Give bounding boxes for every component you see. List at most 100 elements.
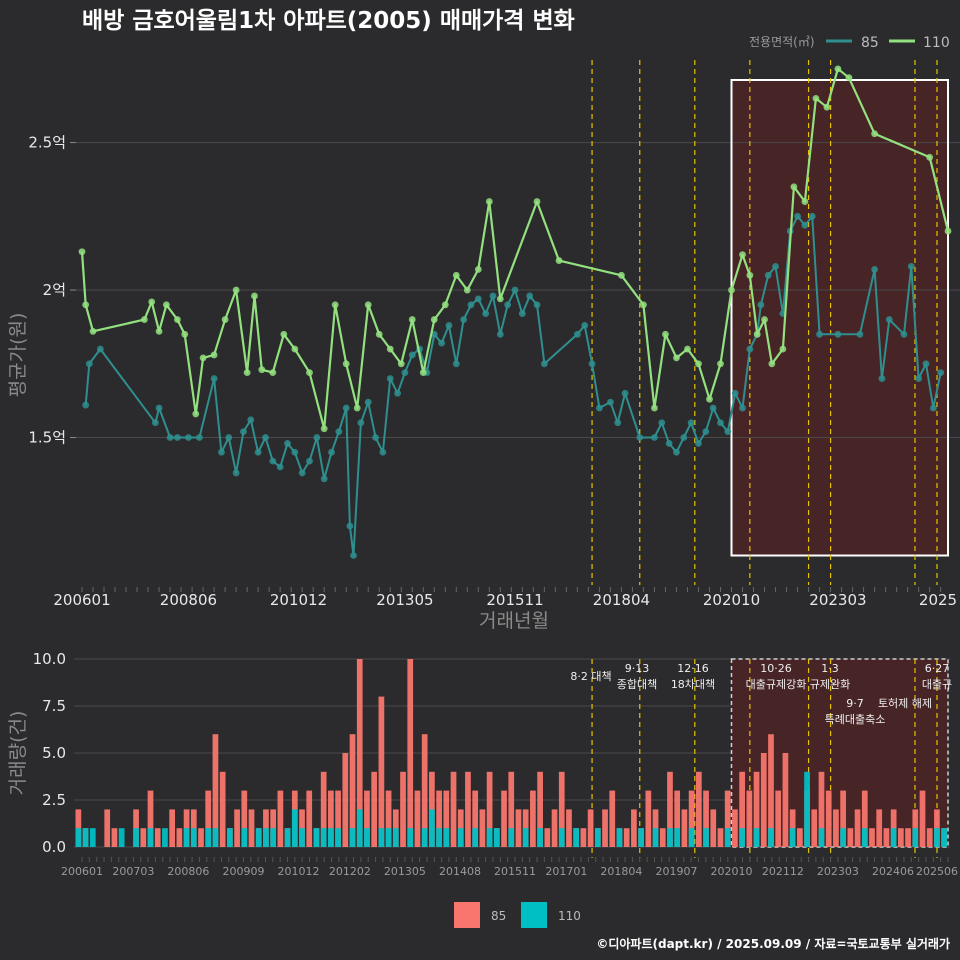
data-point-85 (504, 301, 512, 309)
legend-bottom-swatch-85 (454, 902, 480, 928)
x-tick-label: 201804 (593, 591, 650, 609)
bar-85 (320, 771, 327, 847)
x-tick-label: 201511 (494, 865, 536, 878)
policy-label: 9·7 (846, 697, 864, 710)
bar-110 (241, 828, 248, 847)
bar-85 (544, 828, 551, 847)
bar-85 (176, 828, 183, 847)
bar-110 (82, 828, 89, 847)
bar-110 (522, 828, 529, 847)
x-tick-label: 200909 (222, 865, 264, 878)
bar-110 (356, 809, 363, 847)
legend-label-110: 110 (923, 35, 950, 51)
bar-85 (681, 809, 688, 847)
bar-85 (306, 790, 313, 847)
y-tick-label: 2억 (43, 281, 66, 299)
bar-85 (840, 790, 846, 847)
x-tick-label: 200703 (112, 865, 154, 878)
bar-85 (147, 790, 154, 847)
data-point-110 (78, 248, 86, 256)
bar-110 (789, 828, 796, 847)
data-point-110 (174, 316, 181, 323)
data-point-110 (181, 330, 189, 338)
bar-85 (580, 828, 587, 847)
bar-85 (746, 790, 753, 847)
data-point-110 (331, 301, 339, 309)
bar-85 (414, 790, 421, 847)
data-point-110 (474, 266, 482, 273)
bar-85 (501, 790, 507, 847)
data-point-110 (353, 404, 361, 412)
data-point-85 (581, 322, 589, 329)
bar-110 (212, 828, 219, 847)
bar-110 (941, 828, 947, 847)
bar-110 (443, 828, 450, 847)
data-point-110 (768, 360, 776, 368)
data-point-85 (85, 360, 93, 368)
x-tick-label: 2025 (919, 591, 957, 609)
data-point-85 (573, 330, 581, 338)
data-point-110 (306, 369, 313, 377)
data-point-85 (801, 221, 809, 229)
bar-85 (436, 790, 442, 847)
bar-110 (190, 828, 197, 847)
data-point-85 (218, 448, 225, 456)
data-point-85 (614, 419, 622, 427)
data-point-85 (856, 330, 864, 338)
data-point-85 (196, 434, 203, 441)
top-y-axis-title: 평균가(원) (7, 313, 29, 398)
data-point-85 (335, 428, 343, 436)
data-point-85 (757, 301, 765, 309)
y-tick-label: 2.5억 (28, 134, 66, 152)
data-point-110 (753, 330, 761, 338)
data-point-110 (269, 369, 277, 377)
data-point-85 (496, 330, 504, 338)
x-tick-label: 201701 (545, 865, 587, 878)
legend-bottom: 85 110 (454, 902, 581, 928)
bar-85 (724, 790, 731, 847)
data-point-110 (140, 316, 148, 323)
data-point-110 (944, 227, 952, 235)
data-point-110 (684, 345, 691, 353)
bar-85 (154, 828, 161, 847)
x-tick-label: 202112 (762, 865, 804, 878)
data-point-85 (739, 404, 746, 412)
policy-label: 18차대책 (671, 678, 715, 691)
bar-110 (407, 828, 414, 847)
bar-85 (234, 809, 240, 847)
data-point-110 (618, 271, 625, 279)
data-point-110 (232, 286, 240, 294)
data-point-110 (397, 360, 405, 368)
data-point-110 (419, 369, 427, 377)
data-point-85 (379, 448, 387, 456)
data-point-85 (284, 440, 291, 447)
policy-label: 10·26 (760, 662, 792, 675)
data-point-85 (526, 292, 534, 300)
bar-85 (825, 790, 832, 847)
bar-85 (219, 771, 226, 847)
bar-110 (703, 828, 709, 847)
bar-85 (782, 753, 789, 847)
data-point-85 (588, 360, 596, 368)
bar-85 (407, 659, 414, 847)
data-point-85 (764, 271, 772, 279)
legend-label-85: 85 (861, 35, 879, 51)
legend-bottom-label-85: 85 (491, 909, 506, 923)
bar-85 (277, 790, 284, 847)
data-point-110 (441, 301, 449, 309)
policy-label: 토허제 해제 (878, 696, 932, 710)
data-point-85 (871, 266, 879, 273)
bar-110 (392, 828, 399, 847)
bar-110 (912, 828, 919, 847)
bar-85 (378, 696, 385, 847)
data-point-110 (408, 316, 416, 323)
bar-110 (378, 828, 385, 847)
bar-85 (205, 790, 212, 847)
bar-110 (472, 828, 479, 847)
data-point-110 (485, 198, 493, 205)
policy-label: 1·3 (821, 662, 839, 675)
bar-110 (573, 828, 580, 847)
data-point-85 (717, 419, 724, 427)
bar-110 (89, 828, 96, 847)
